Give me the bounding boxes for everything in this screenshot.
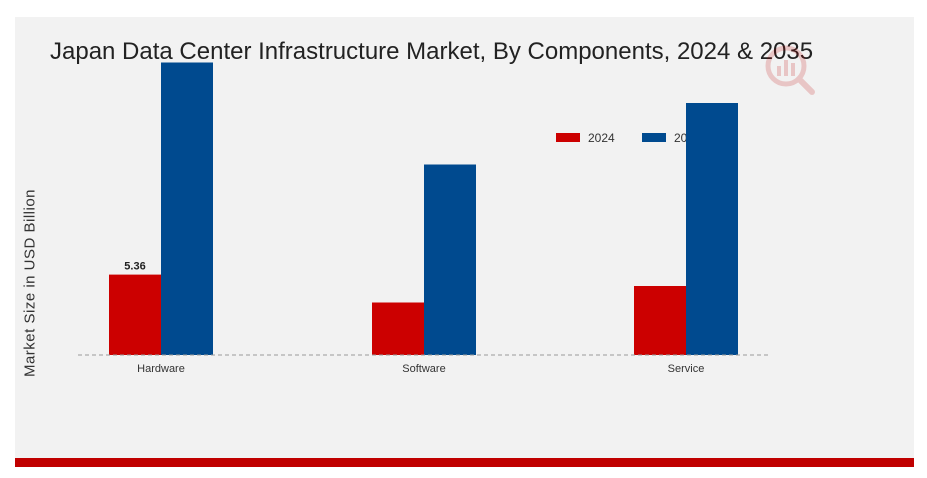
bar-software-2035 — [424, 164, 476, 355]
x-tick-label-service: Service — [668, 363, 705, 375]
chart-title: Japan Data Center Infrastructure Market,… — [50, 38, 814, 65]
legend: 20242035 — [556, 131, 701, 145]
legend-label-2024: 2024 — [588, 131, 615, 145]
bar-service-2024 — [634, 286, 686, 355]
x-tick-labels: Hardware Software Service — [137, 363, 704, 375]
bar-service-2035 — [686, 103, 738, 355]
legend-swatch-2024 — [556, 133, 580, 142]
footer-accent-bar — [15, 458, 914, 467]
data-label-hardware-2024: 5.36 — [124, 261, 145, 273]
legend-swatch-2035 — [642, 133, 666, 142]
x-tick-label-hardware: Hardware — [137, 363, 185, 375]
x-tick-label-software: Software — [402, 363, 445, 375]
brand-logo-icon — [765, 45, 815, 95]
data-labels: 5.36 — [124, 261, 145, 273]
bar-hardware-2024 — [109, 274, 161, 355]
bar-hardware-2035 — [161, 62, 213, 355]
bar-software-2024 — [372, 302, 424, 355]
bars — [109, 62, 738, 355]
